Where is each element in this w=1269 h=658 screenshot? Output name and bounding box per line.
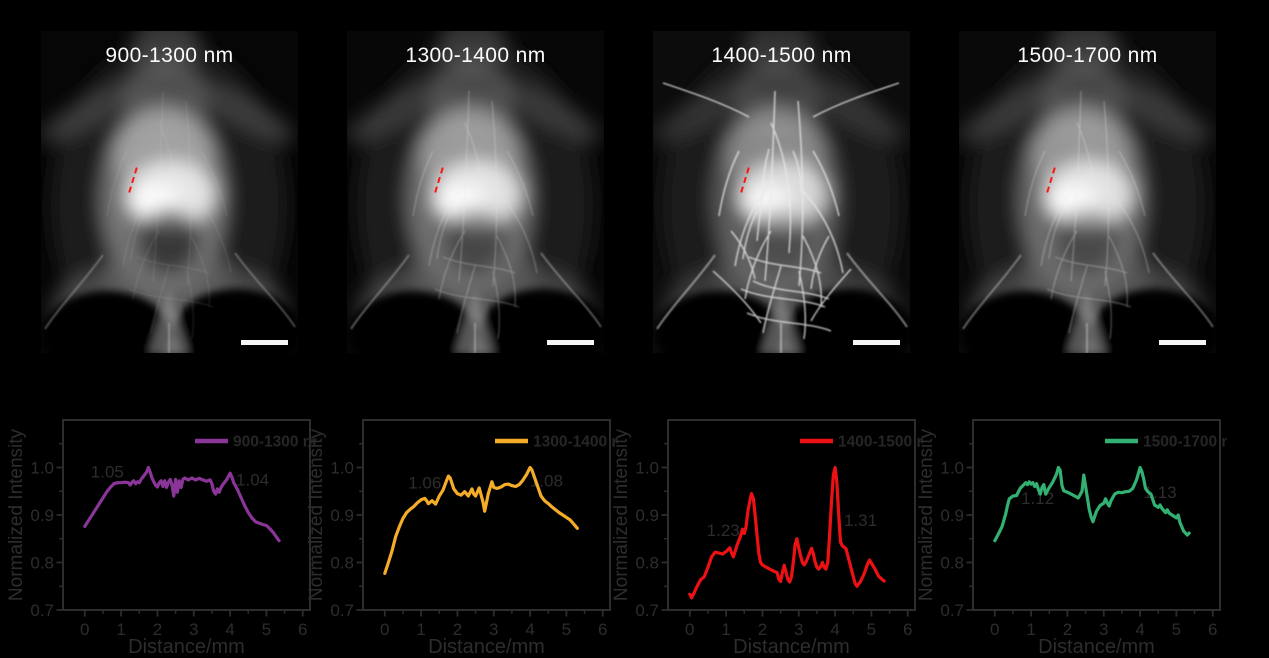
- chart-panel-4: 0 1 2 3 4 5 6 0.7 0.8 0.9 1.0 Distance/mm Normalized…: [917, 410, 1227, 658]
- chart-panel-2: 0 1 2 3 4 5 6 0.7 0.8 0.9 1.0 Distance/mm Normalized…: [307, 410, 617, 658]
- x-tick-label: 0: [380, 620, 389, 639]
- y-axis-label: Normalized Intensity: [7, 428, 27, 601]
- mouse-body-image: [347, 31, 604, 353]
- legend-label: 1300-1400 nm: [533, 434, 617, 451]
- x-tick-label: 1: [116, 620, 125, 639]
- x-tick-label: 4: [1135, 620, 1144, 639]
- y-tick-label: 0.7: [30, 601, 54, 620]
- x-tick-label: 3: [489, 620, 498, 639]
- x-tick-label: 2: [153, 620, 162, 639]
- ratio-annotation: 1.05: [91, 462, 124, 481]
- y-tick-label: 0.9: [940, 506, 964, 525]
- y-axis-label: Normalized Intensity: [307, 428, 327, 601]
- y-tick-label: 1.0: [635, 459, 659, 478]
- panel-title: 1500-1700 nm: [1017, 44, 1158, 67]
- x-axis-label: Distance/mm: [428, 636, 545, 658]
- x-tick-label: 5: [1172, 620, 1181, 639]
- x-tick-label: 6: [1208, 620, 1217, 639]
- x-tick-label: 2: [1063, 620, 1072, 639]
- y-tick-label: 0.8: [940, 554, 964, 573]
- x-tick-label: 0: [80, 620, 89, 639]
- x-tick-label: 4: [525, 620, 534, 639]
- x-tick-label: 3: [1099, 620, 1108, 639]
- panel-title: 900-1300 nm: [105, 44, 234, 67]
- intensity-profile-chart-1500-1700: 0 1 2 3 4 5 6 0.7 0.8 0.9 1.0 Distance/mm Normalized…: [917, 419, 1227, 658]
- mouse-image-panel-2: 1300-1400 nm: [347, 31, 604, 353]
- scale-bar: [241, 340, 288, 345]
- scale-bar: [547, 340, 594, 345]
- y-tick-label: 0.9: [330, 506, 354, 525]
- scale-bar: [1159, 340, 1206, 345]
- x-tick-label: 5: [867, 620, 876, 639]
- mouse-body-image: [959, 31, 1216, 353]
- scale-bar: [853, 340, 900, 345]
- x-tick-label: 1: [1026, 620, 1035, 639]
- x-tick-label: 5: [562, 620, 571, 639]
- x-tick-label: 2: [453, 620, 462, 639]
- y-tick-label: 1.0: [940, 459, 964, 478]
- panel-title: 1300-1400 nm: [405, 44, 546, 67]
- intensity-profile-chart-1300-1400: 0 1 2 3 4 5 6 0.7 0.8 0.9 1.0 Distance/mm Normalized…: [307, 419, 617, 658]
- ratio-annotation: 1.06: [408, 474, 441, 493]
- x-tick-label: 1: [721, 620, 730, 639]
- x-axis-label: Distance/mm: [733, 636, 850, 658]
- legend-label: 1500-1700 nm: [1143, 434, 1227, 451]
- y-axis-label: Normalized Intensity: [612, 428, 632, 601]
- x-axis-label: Distance/mm: [128, 636, 245, 658]
- chart-panel-1: 0 1 2 3 4 5 6 0.7 0.8 0.9 1.0 Distance/mm Normalized…: [7, 410, 317, 658]
- x-tick-label: 3: [189, 620, 198, 639]
- y-tick-label: 0.9: [30, 506, 54, 525]
- y-tick-label: 1.0: [30, 459, 54, 478]
- y-tick-label: 0.9: [635, 506, 659, 525]
- legend-label: 900-1300 nm: [233, 434, 317, 451]
- x-tick-label: 4: [225, 620, 234, 639]
- x-tick-label: 6: [598, 620, 607, 639]
- chart-panel-3: 0 1 2 3 4 5 6 0.7 0.8 0.9 1.0 Distance/mm Normalized…: [612, 410, 922, 658]
- x-tick-label: 5: [262, 620, 271, 639]
- x-tick-label: 4: [830, 620, 839, 639]
- panel-title: 1400-1500 nm: [711, 44, 852, 67]
- profile-line: [83, 465, 281, 543]
- mouse-image-panel-1: 900-1300 nm: [41, 31, 298, 353]
- profile-line: [993, 465, 1191, 543]
- intensity-profile-chart-1400-1500: 0 1 2 3 4 5 6 0.7 0.8 0.9 1.0 Distance/mm Normalized…: [612, 419, 922, 658]
- x-tick-label: 6: [903, 620, 912, 639]
- y-tick-label: 0.8: [30, 554, 54, 573]
- x-tick-label: 3: [794, 620, 803, 639]
- ratio-annotation: 1.31: [844, 511, 877, 530]
- y-tick-label: 0.7: [330, 601, 354, 620]
- profile-line: [688, 465, 886, 600]
- mouse-body-image: [653, 31, 910, 353]
- mouse-image-panel-4: 1500-1700 nm: [959, 31, 1216, 353]
- y-tick-label: 0.7: [635, 601, 659, 620]
- x-tick-label: 6: [298, 620, 307, 639]
- profile-line: [383, 465, 579, 575]
- x-tick-label: 2: [758, 620, 767, 639]
- y-tick-label: 1.0: [330, 459, 354, 478]
- y-tick-label: 0.8: [635, 554, 659, 573]
- y-tick-label: 0.8: [330, 554, 354, 573]
- x-axis-label: Distance/mm: [1038, 636, 1155, 658]
- legend-label: 1400-1500 nm: [838, 434, 922, 451]
- x-tick-label: 0: [685, 620, 694, 639]
- ratio-annotation: 1.04: [236, 470, 269, 489]
- intensity-profile-chart-900-1300: 0 1 2 3 4 5 6 0.7 0.8 0.9 1.0 Distance/mm Normalized…: [7, 419, 317, 658]
- x-tick-label: 1: [416, 620, 425, 639]
- y-axis-label: Normalized Intensity: [917, 428, 937, 601]
- ratio-annotation: 1.23: [707, 521, 740, 540]
- mouse-image-panel-3: 1400-1500 nm: [653, 31, 910, 353]
- y-tick-label: 0.7: [940, 601, 964, 620]
- x-tick-label: 0: [990, 620, 999, 639]
- mouse-body-image: [41, 31, 298, 353]
